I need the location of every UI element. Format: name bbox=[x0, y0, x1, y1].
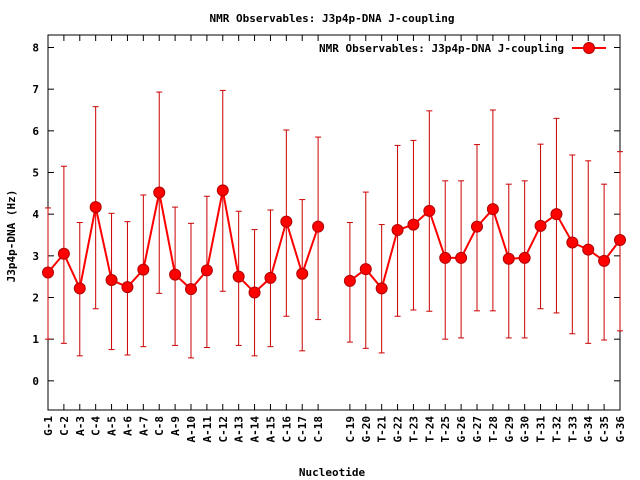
x-tick-label: G-26 bbox=[455, 416, 468, 443]
y-tick-label: 7 bbox=[32, 83, 39, 96]
data-point bbox=[566, 236, 579, 249]
chart-title: NMR Observables: J3p4p-DNA J-coupling bbox=[209, 12, 454, 25]
legend-label: NMR Observables: J3p4p-DNA J-coupling bbox=[319, 42, 564, 55]
y-tick-label: 2 bbox=[32, 292, 39, 305]
x-tick-label: A-6 bbox=[121, 416, 134, 436]
x-tick-label: T-23 bbox=[407, 416, 420, 443]
data-point bbox=[614, 234, 626, 246]
data-point bbox=[137, 263, 150, 276]
data-point bbox=[359, 263, 372, 276]
data-point bbox=[216, 184, 229, 197]
x-tick-label: C-19 bbox=[344, 416, 357, 443]
x-tick-label: A-10 bbox=[185, 416, 198, 443]
data-point bbox=[232, 270, 245, 283]
x-tick-label: A-13 bbox=[233, 416, 246, 443]
legend: NMR Observables: J3p4p-DNA J-coupling bbox=[319, 42, 606, 55]
data-point bbox=[121, 281, 134, 294]
x-axis-label: Nucleotide bbox=[299, 466, 366, 479]
x-tick-label: A-3 bbox=[74, 416, 87, 436]
x-tick-label: C-12 bbox=[217, 416, 230, 443]
data-point bbox=[280, 215, 293, 228]
data-point bbox=[391, 224, 404, 236]
data-point bbox=[264, 271, 277, 284]
x-tick-label: C-2 bbox=[58, 416, 71, 436]
data-point bbox=[423, 204, 436, 217]
data-point bbox=[407, 218, 420, 231]
data-point bbox=[518, 251, 531, 264]
x-tick-label: A-9 bbox=[169, 416, 182, 436]
x-tick-label: C-4 bbox=[90, 416, 103, 436]
y-tick-label: 6 bbox=[32, 125, 39, 138]
data-point bbox=[185, 283, 197, 296]
x-tick-label: T-25 bbox=[439, 416, 452, 443]
x-tick-label: T-31 bbox=[535, 416, 548, 443]
data-point bbox=[312, 220, 325, 233]
data-point bbox=[89, 201, 102, 214]
data-point bbox=[439, 251, 452, 264]
data-point bbox=[502, 252, 515, 265]
data-points bbox=[42, 184, 626, 299]
data-point bbox=[486, 203, 499, 216]
data-point bbox=[73, 282, 86, 295]
x-tick-label: T-28 bbox=[487, 416, 500, 443]
x-tick-label: C-16 bbox=[280, 416, 293, 443]
y-tick-label: 4 bbox=[32, 208, 39, 221]
y-axis-label: J3p4p-DNA (Hz) bbox=[5, 190, 18, 283]
data-point bbox=[343, 274, 356, 287]
x-tick-label: T-33 bbox=[566, 416, 579, 443]
y-tick-label: 1 bbox=[32, 333, 39, 346]
x-tick-label: A-15 bbox=[264, 416, 277, 443]
data-point bbox=[153, 186, 166, 199]
x-tick-label: A-7 bbox=[137, 416, 150, 436]
data-point bbox=[57, 247, 70, 260]
x-tick-label: G-30 bbox=[519, 416, 532, 443]
x-tick-label: T-24 bbox=[423, 416, 436, 443]
y-tick-labels: 0 1 2 3 4 5 6 7 8 bbox=[32, 42, 39, 388]
data-point bbox=[598, 254, 611, 267]
x-tick-label: G-20 bbox=[360, 416, 373, 443]
x-tick-label: C-8 bbox=[153, 416, 166, 436]
x-tick-labels: G-1 C-2 A-3 C-4 A-5 A-6 A-7 C-8 A-9 A-10 A-11 C-12 A… bbox=[42, 416, 627, 443]
x-tick-label: T-21 bbox=[376, 416, 389, 443]
x-tick-label: T-32 bbox=[550, 416, 563, 443]
x-tick-label: G-36 bbox=[614, 416, 627, 443]
x-tick-label: C-17 bbox=[296, 416, 309, 443]
x-tick-label: C-35 bbox=[598, 416, 611, 443]
data-point bbox=[248, 286, 261, 299]
legend-marker bbox=[583, 42, 595, 54]
y-tick-label: 0 bbox=[32, 375, 39, 388]
series-line bbox=[47, 190, 320, 294]
data-point bbox=[455, 251, 468, 264]
x-tick-label: A-14 bbox=[249, 416, 262, 443]
data-point bbox=[105, 274, 118, 286]
data-point bbox=[550, 208, 563, 221]
y-tick-label: 8 bbox=[32, 42, 39, 55]
y-tick-label: 5 bbox=[32, 167, 39, 180]
x-tick-label: G-27 bbox=[471, 416, 484, 443]
x-tick-label: A-11 bbox=[201, 416, 214, 443]
data-point bbox=[471, 220, 483, 233]
data-point bbox=[534, 219, 547, 232]
data-point bbox=[296, 267, 309, 280]
data-point bbox=[42, 266, 54, 279]
x-tick-label: G-34 bbox=[582, 416, 595, 443]
x-tick-label: G-22 bbox=[392, 416, 405, 443]
x-tick-label: C-18 bbox=[312, 416, 325, 443]
data-point bbox=[375, 282, 388, 295]
data-point bbox=[582, 243, 595, 256]
data-point bbox=[200, 264, 213, 277]
x-tick-label: A-5 bbox=[106, 416, 119, 436]
y-tick-label: 3 bbox=[32, 250, 39, 263]
x-tick-label: G-29 bbox=[503, 416, 516, 443]
x-tick-label: G-1 bbox=[42, 416, 55, 436]
data-point bbox=[169, 268, 182, 281]
